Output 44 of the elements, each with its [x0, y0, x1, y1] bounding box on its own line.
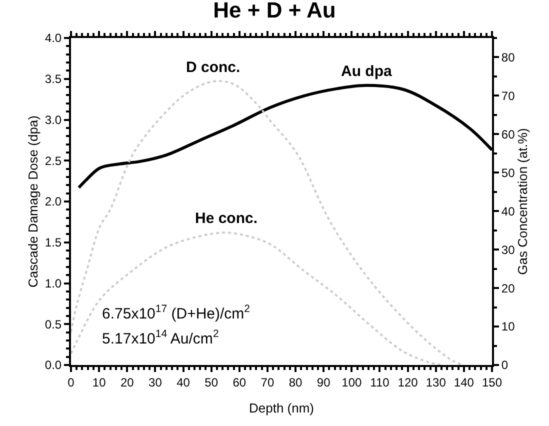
y-tick-label: 2.5: [44, 154, 62, 168]
x-tick-label: 20: [120, 375, 134, 390]
y2-tick-label: 20: [501, 281, 516, 296]
line-series: [71, 232, 442, 365]
x-tick-label: 140: [454, 375, 474, 390]
x-tick-label: 50: [204, 375, 218, 390]
x-tick-label: 130: [426, 375, 446, 390]
annotation: 6.75x10$^{17}$ (D+He)/cm$^{2}$: [102, 303, 250, 322]
y2-tick-label: 40: [501, 204, 516, 218]
annotation: 5.17x10$^{14}$ Au/cm$^{2}$: [102, 328, 219, 348]
x-tick-label: 90: [316, 375, 331, 390]
y-tick-label: 2.0: [44, 194, 62, 209]
x-tick-label: 30: [148, 375, 162, 390]
x-tick-label: 150: [482, 375, 502, 390]
x-tick-label: 110: [370, 375, 390, 390]
y-tick-label: 0.0: [44, 358, 62, 372]
x-axis-title: Depth (nm): [248, 400, 314, 416]
y-tick-label: 1.0: [44, 276, 62, 290]
x-tick-label: 60: [232, 375, 246, 390]
x-tick-label: 80: [288, 375, 303, 390]
series-label: Au dpa: [341, 63, 392, 80]
y2-tick-label: 30: [501, 242, 516, 257]
y-tick-label: 1.5: [44, 236, 62, 250]
y2-tick-label: 0: [501, 358, 508, 372]
y-tick-label: 4.0: [44, 31, 62, 46]
y2-tick-label: 50: [501, 166, 516, 180]
y2-tick-label: 60: [501, 127, 516, 142]
y-tick-label: 3.5: [44, 72, 62, 86]
y-tick-label: 0.5: [44, 317, 62, 332]
y2-tick-label: 70: [501, 88, 516, 103]
x-tick-label: 40: [176, 375, 190, 390]
series-label: D conc.: [186, 59, 240, 76]
y2-tick-label: 80: [501, 50, 516, 64]
x-tick-label: 70: [260, 375, 274, 390]
y2-axis-title: Gas Concentration (at.%): [515, 128, 530, 275]
x-tick-label: 120: [398, 375, 418, 390]
y2-tick-label: 10: [501, 320, 516, 334]
x-tick-label: 10: [92, 375, 106, 390]
y-axis-title: Cascade Damage Dose (dpa): [25, 116, 40, 288]
chart-title: He + D + Au: [213, 0, 336, 23]
x-tick-label: 100: [342, 375, 362, 390]
series-label: He conc.: [195, 210, 258, 227]
x-tick-label: 0: [68, 375, 75, 390]
y-tick-label: 3.0: [44, 112, 62, 127]
